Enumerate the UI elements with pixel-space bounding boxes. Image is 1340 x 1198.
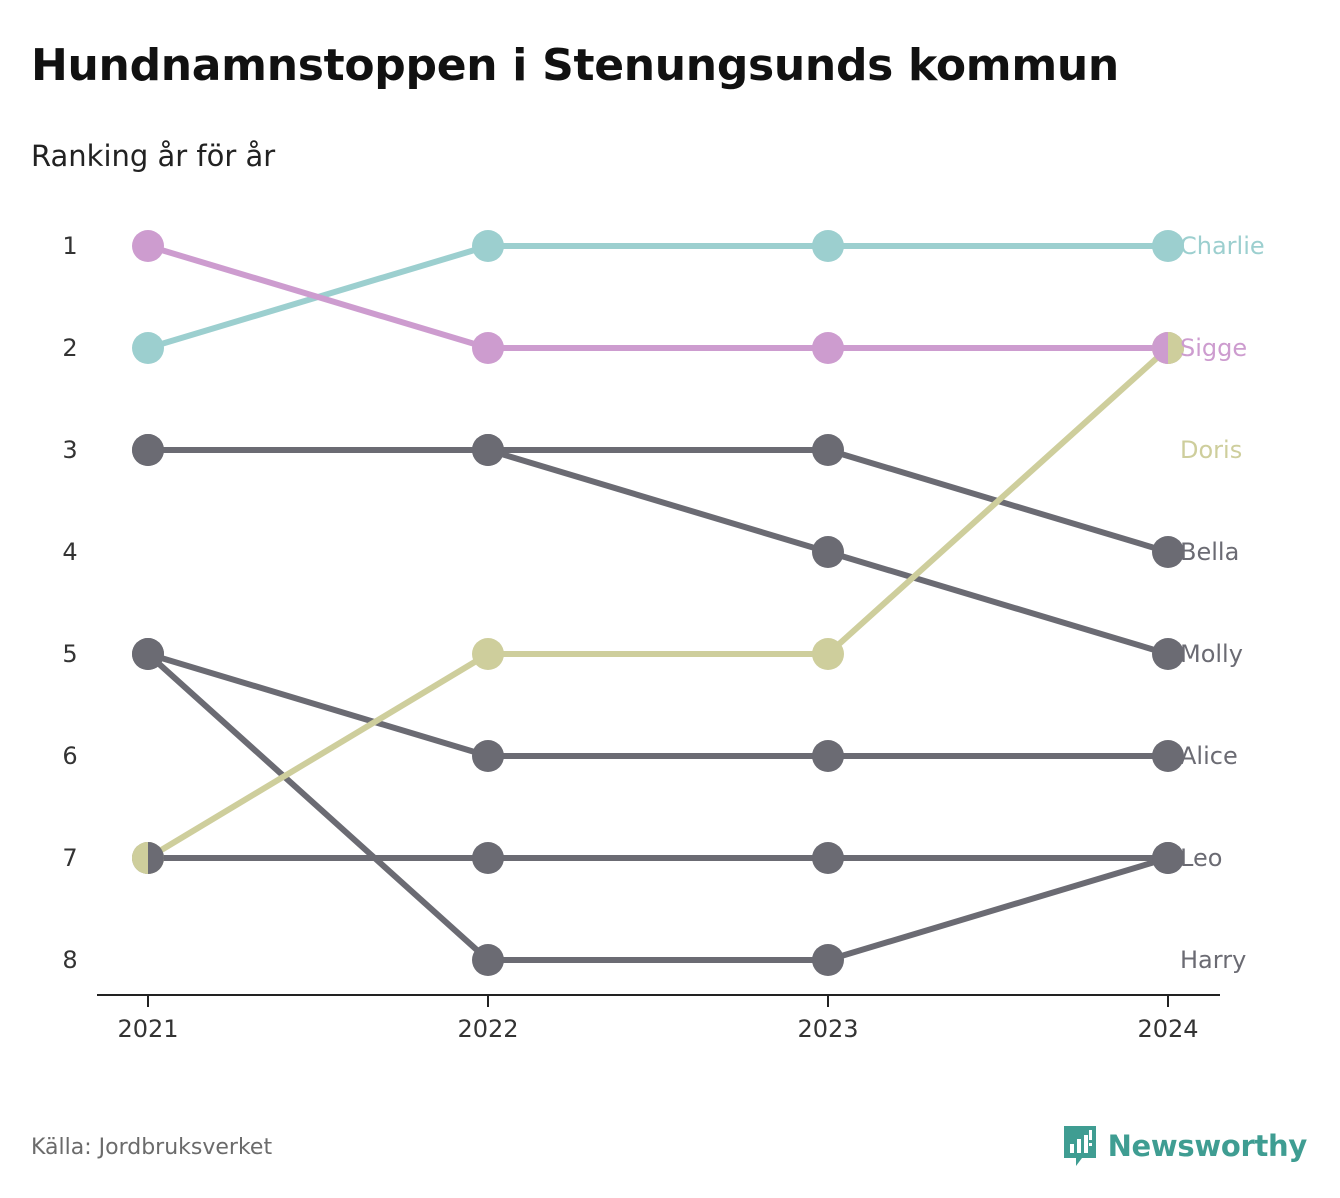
end-label-leo: Leo [1180,844,1222,872]
split-marker-right-1 [1168,332,1184,364]
point-bella-2023 [812,434,844,466]
series-lines [145,243,1171,963]
series-markers [132,230,1184,976]
x-tick-label-2022: 2022 [457,1015,518,1043]
point-harry-2024 [1152,842,1184,874]
series-line-harry [145,651,1171,963]
end-label-bella: Bella [1180,538,1239,566]
newsworthy-logo-icon [1063,1126,1096,1166]
brand-logo[interactable]: Newsworthy [1062,1124,1307,1168]
series-line-molly [145,447,1171,657]
point-molly-2022 [472,434,504,466]
point-harry-2023 [812,944,844,976]
point-leo-2023 [812,842,844,874]
y-tick-label-4: 4 [62,538,77,566]
point-harry-2021 [132,638,164,670]
point-charlie-2024 [1152,230,1184,262]
end-label-alice: Alice [1180,742,1238,770]
point-molly-2023 [812,536,844,568]
split-marker-left-0 [132,842,148,874]
chart-subtitle: Ranking år för år [31,139,276,173]
point-sigge-2023 [812,332,844,364]
x-tick-label-2021: 2021 [117,1015,178,1043]
end-label-sigge: Sigge [1180,334,1247,362]
x-tick-label-2023: 2023 [797,1015,858,1043]
end-label-molly: Molly [1180,640,1243,668]
series-line-sigge [145,243,1171,351]
series-line-doris [145,345,1171,861]
series-end-labels: Charlie Sigge Doris Bella Molly Alice Leo Harry [1180,232,1265,974]
point-bella-2024 [1152,536,1184,568]
point-charlie-2022 [472,230,504,262]
y-tick-label-2: 2 [62,334,77,362]
point-harry-2022 [472,944,504,976]
split-marker-left-1 [1152,332,1168,364]
point-leo-2022 [472,842,504,874]
x-axis: 2021 2022 2023 2024 [97,994,1220,1043]
end-label-doris: Doris [1180,436,1242,464]
y-tick-label-3: 3 [62,436,77,464]
point-charlie-2023 [812,230,844,262]
y-axis: 1 2 3 4 5 6 7 8 [62,232,77,974]
point-molly-2024 [1152,638,1184,670]
point-doris-2022 [472,638,504,670]
series-line-charlie [145,243,1171,351]
end-label-harry: Harry [1180,946,1246,974]
series-line-alice [145,651,1171,759]
y-tick-label-6: 6 [62,742,77,770]
y-tick-label-5: 5 [62,640,77,668]
y-tick-label-1: 1 [62,232,77,260]
source-note: Källa: Jordbruksverket [31,1135,273,1160]
brand-name: Newsworthy [1107,1129,1308,1163]
point-alice-2023 [812,740,844,772]
y-tick-label-8: 8 [62,946,77,974]
point-charlie-2021 [132,332,164,364]
point-molly-2021 [132,434,164,466]
split-marker-right-0 [148,842,164,874]
x-tick-label-2024: 2024 [1137,1015,1198,1043]
y-tick-label-7: 7 [62,844,77,872]
end-label-charlie: Charlie [1180,232,1265,260]
point-alice-2022 [472,740,504,772]
point-doris-2023 [812,638,844,670]
point-alice-2024 [1152,740,1184,772]
chart-title: Hundnamnstoppen i Stenungsunds kommun [31,40,1119,91]
point-sigge-2022 [472,332,504,364]
point-sigge-2021 [132,230,164,262]
